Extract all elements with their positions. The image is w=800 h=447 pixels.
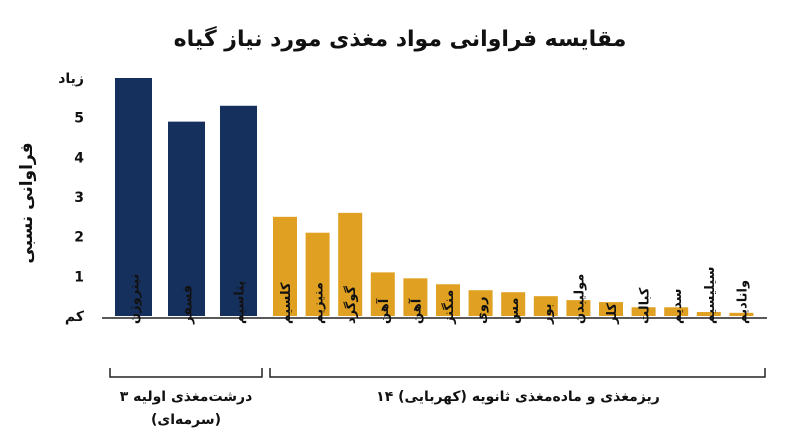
group-label: ۳ درشت‌مغذی اولیه [120,389,253,405]
x-tick-label: منگنز [441,290,457,325]
bar-16 [664,307,689,316]
x-tick-label: کبالت [638,287,653,324]
y-tick-label: کم [65,309,85,325]
x-tick-label: وانادیم [735,280,750,324]
bar-8 [403,278,428,316]
bar-3 [220,105,257,317]
group-label: ۱۴ ریزمغذی و ماده‌مغذی ثانویه (کهربایی) [376,389,660,405]
x-tick-label: سدیم [670,289,685,324]
x-tick-label: مس [507,298,522,324]
group-bracket [109,368,263,378]
chart-title: مقایسه فراوانی مواد مغذی مورد نیاز گیاه [174,25,627,52]
group-sublabel: (سرمه‌ای) [151,412,221,428]
bar-17 [696,312,721,316]
bar-9 [436,284,460,316]
y-tick-label: 3 [74,190,84,206]
bar-7 [370,272,395,316]
bar-6 [338,212,363,316]
x-tick-label: منیزیم [312,282,327,324]
bar-14 [599,302,623,316]
x-tick-label: سیلیسیم [703,267,718,324]
x-tick-label: کلر [605,303,620,325]
bar-10 [468,290,493,316]
bar-5 [305,232,330,316]
bar-4 [273,216,297,316]
x-tick-label: فسفر [181,285,196,325]
x-tick-label: آهن [375,298,392,324]
x-tick-label: گوگرد [343,286,359,324]
x-tick-label: نیتروژن [128,274,143,324]
bars [115,78,754,317]
y-tick-label: 1 [74,269,84,285]
group-bracket [269,368,766,378]
x-tick-label: پتاسیم [233,281,248,324]
x-tick-label: کلسیم [279,282,294,324]
x-tick-label: مولیبدن [572,274,587,324]
x-tick-label: بور [540,303,555,325]
bar-1 [115,78,152,316]
bar-2 [168,121,205,316]
group-brackets: ۳ درشت‌مغذی اولیه (سرمه‌ای) ۱۴ ریزمغذی و م… [109,368,766,428]
y-tick-label: 4 [74,150,84,166]
x-tick-labels: نیتروژن فسفر پتاسیم کلسیم منیزیم گوگرد آهن آهن م… [128,267,751,325]
y-axis-label: فراوانی نسبی [17,142,37,263]
bar-15 [631,307,656,316]
x-tick-label: آهن [407,298,424,324]
bar-11 [501,292,526,316]
bar-12 [533,296,558,316]
y-tick-label: 2 [74,230,84,246]
bar-13 [566,300,591,316]
x-tick-label: روی [475,297,490,324]
bar-18 [729,312,754,316]
y-tick-labels: کم 1 2 3 4 5 زیاد [58,71,85,325]
y-tick-label: زیاد [58,71,84,87]
y-tick-label: 5 [74,111,84,127]
